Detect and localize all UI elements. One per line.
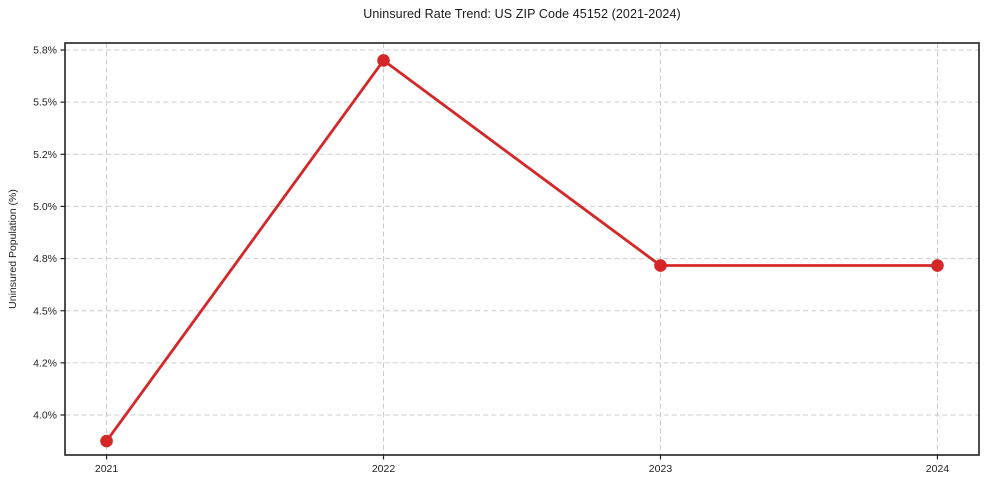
y-tick-label: 4.8% [33, 253, 57, 265]
data-point-2024 [931, 259, 944, 272]
y-tick-label: 5.2% [33, 149, 57, 161]
y-tick-label: 5.0% [33, 201, 57, 213]
data-point-2021 [100, 434, 113, 448]
y-tick-label: 4.5% [33, 305, 57, 317]
x-tick-label: 2021 [95, 463, 119, 475]
chart-title: Uninsured Rate Trend: US ZIP Code 45152 … [363, 7, 681, 21]
x-tick-label: 2024 [926, 463, 950, 475]
x-tick-label: 2022 [372, 463, 396, 475]
data-point-2023 [654, 259, 667, 272]
y-tick-label: 4.0% [33, 410, 57, 422]
x-tick-label: 2023 [649, 463, 673, 475]
trend-line [105, 59, 939, 443]
y-tick-label: 4.2% [33, 357, 57, 369]
y-tick-label: 5.5% [33, 97, 57, 109]
data-point-2022 [377, 54, 390, 67]
axes-spines [64, 42, 980, 456]
y-tick-label: 5.8% [33, 45, 57, 57]
